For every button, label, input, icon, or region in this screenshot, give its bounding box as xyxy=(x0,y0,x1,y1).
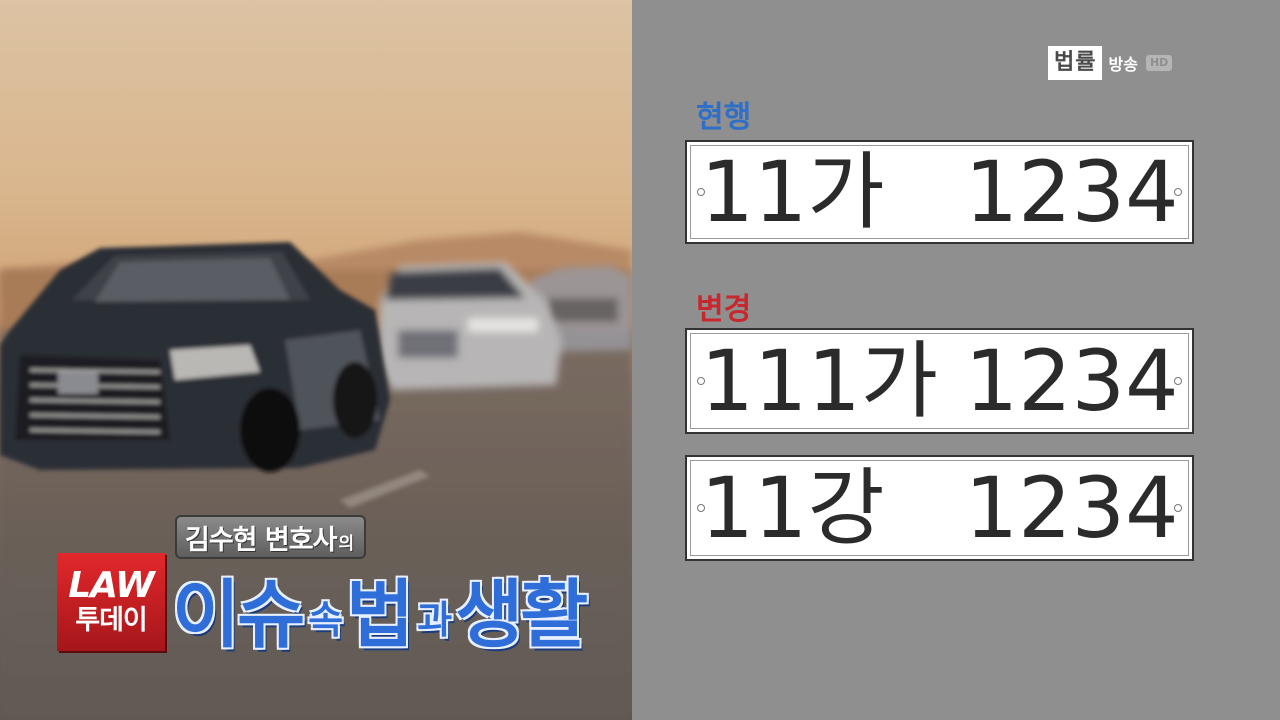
bolt-icon xyxy=(697,188,705,196)
logo-box: 법률 xyxy=(1048,46,1103,80)
title-part1: 이슈 xyxy=(172,571,305,658)
plate-number: 11가 1234 xyxy=(700,143,1179,241)
plate-changed-1: 111가 1234 xyxy=(685,328,1194,434)
badge-line1: LAW xyxy=(68,565,155,606)
bolt-icon xyxy=(697,377,705,385)
title-part3: 법 xyxy=(346,571,414,658)
host-suffix: 의 xyxy=(338,533,355,554)
broadcaster-logo: 법률 방송 HD xyxy=(1048,46,1173,80)
bolt-icon xyxy=(1174,188,1182,196)
program-title: 이슈 속 법 과 생활 xyxy=(172,558,588,658)
plate-changed-2: 11강 1234 xyxy=(685,455,1194,561)
plate-current: 11가 1234 xyxy=(685,140,1194,244)
plate-number: 11강 1234 xyxy=(700,459,1179,557)
bolt-icon xyxy=(1174,504,1182,512)
title-part2: 속 xyxy=(308,598,343,642)
badge-line2: 투데이 xyxy=(75,605,148,636)
title-part4: 과 xyxy=(417,598,452,642)
logo-text: 방송 xyxy=(1108,55,1138,74)
host-subtitle: 김수현 변호사 의 xyxy=(175,515,367,559)
changed-label: 변경 xyxy=(696,292,752,327)
bolt-icon xyxy=(697,504,705,512)
bolt-icon xyxy=(1174,377,1182,385)
law-today-badge: LAW 투데이 xyxy=(57,553,165,651)
host-name: 김수현 변호사 xyxy=(185,524,337,556)
hd-badge: HD xyxy=(1145,55,1173,71)
plate-number: 111가 1234 xyxy=(700,332,1179,430)
current-label: 현행 xyxy=(696,100,752,135)
title-part5: 생활 xyxy=(455,571,588,658)
